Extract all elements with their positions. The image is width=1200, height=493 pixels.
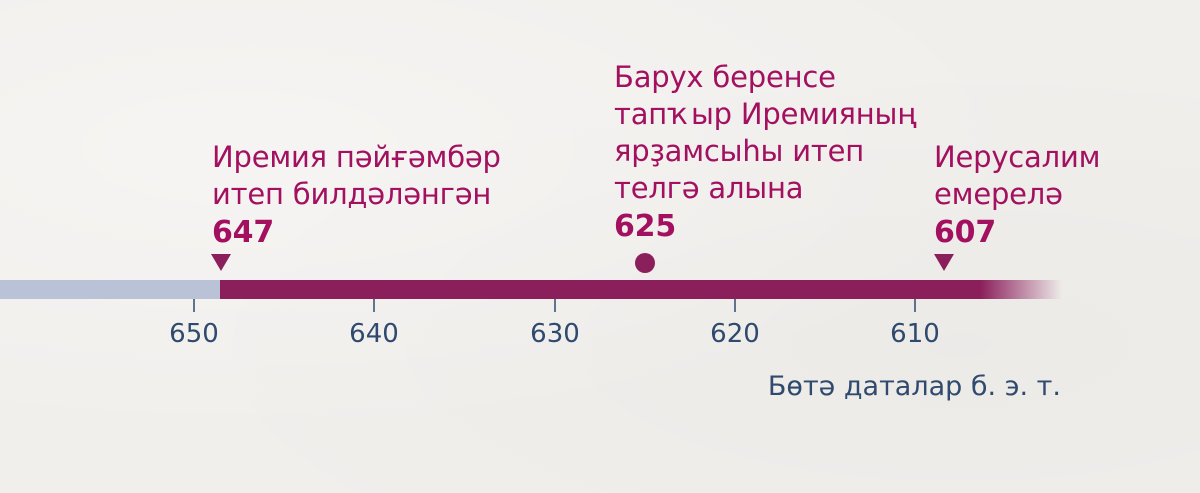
event-year: 625 [614,209,677,244]
tick-label: 630 [530,319,580,349]
circle-marker [635,253,655,273]
timeline-bar-before [0,280,220,299]
timeline-bar-main [220,280,980,299]
dates-footnote: Бөтә даталар б. э. т. [767,371,1061,402]
event-label-line: тапҡыр Иремияның [614,97,917,131]
tick-label: 620 [710,319,760,349]
event-label-line: Иерусалим [934,140,1101,174]
event-label-line: Иремия пәйғәмбәр [212,140,501,174]
event-label-line: ярҙамсыһы итеп [614,134,865,168]
timeline-bar-fade [980,280,1062,299]
event-year: 607 [934,215,997,250]
tick-label: 640 [349,319,399,349]
event-647: Иремия пәйғәмбәр итеп билдәләнгән 647 [212,139,501,252]
event-607: Иерусалим емерелә 607 [934,139,1100,252]
event-label-line: Барух беренсе [614,60,836,94]
event-year: 647 [212,215,275,250]
down-triangle-marker [211,254,231,271]
tick-label: 610 [890,319,940,349]
event-625: Барух беренсе тапҡыр Иремияның ярҙамсыһы… [614,59,916,246]
event-label-line: итеп билдәләнгән [212,177,492,211]
event-label-line: телгә алына [614,171,804,205]
event-label-line: емерелә [934,177,1063,211]
down-triangle-marker [934,254,954,271]
tick-label: 650 [169,319,219,349]
